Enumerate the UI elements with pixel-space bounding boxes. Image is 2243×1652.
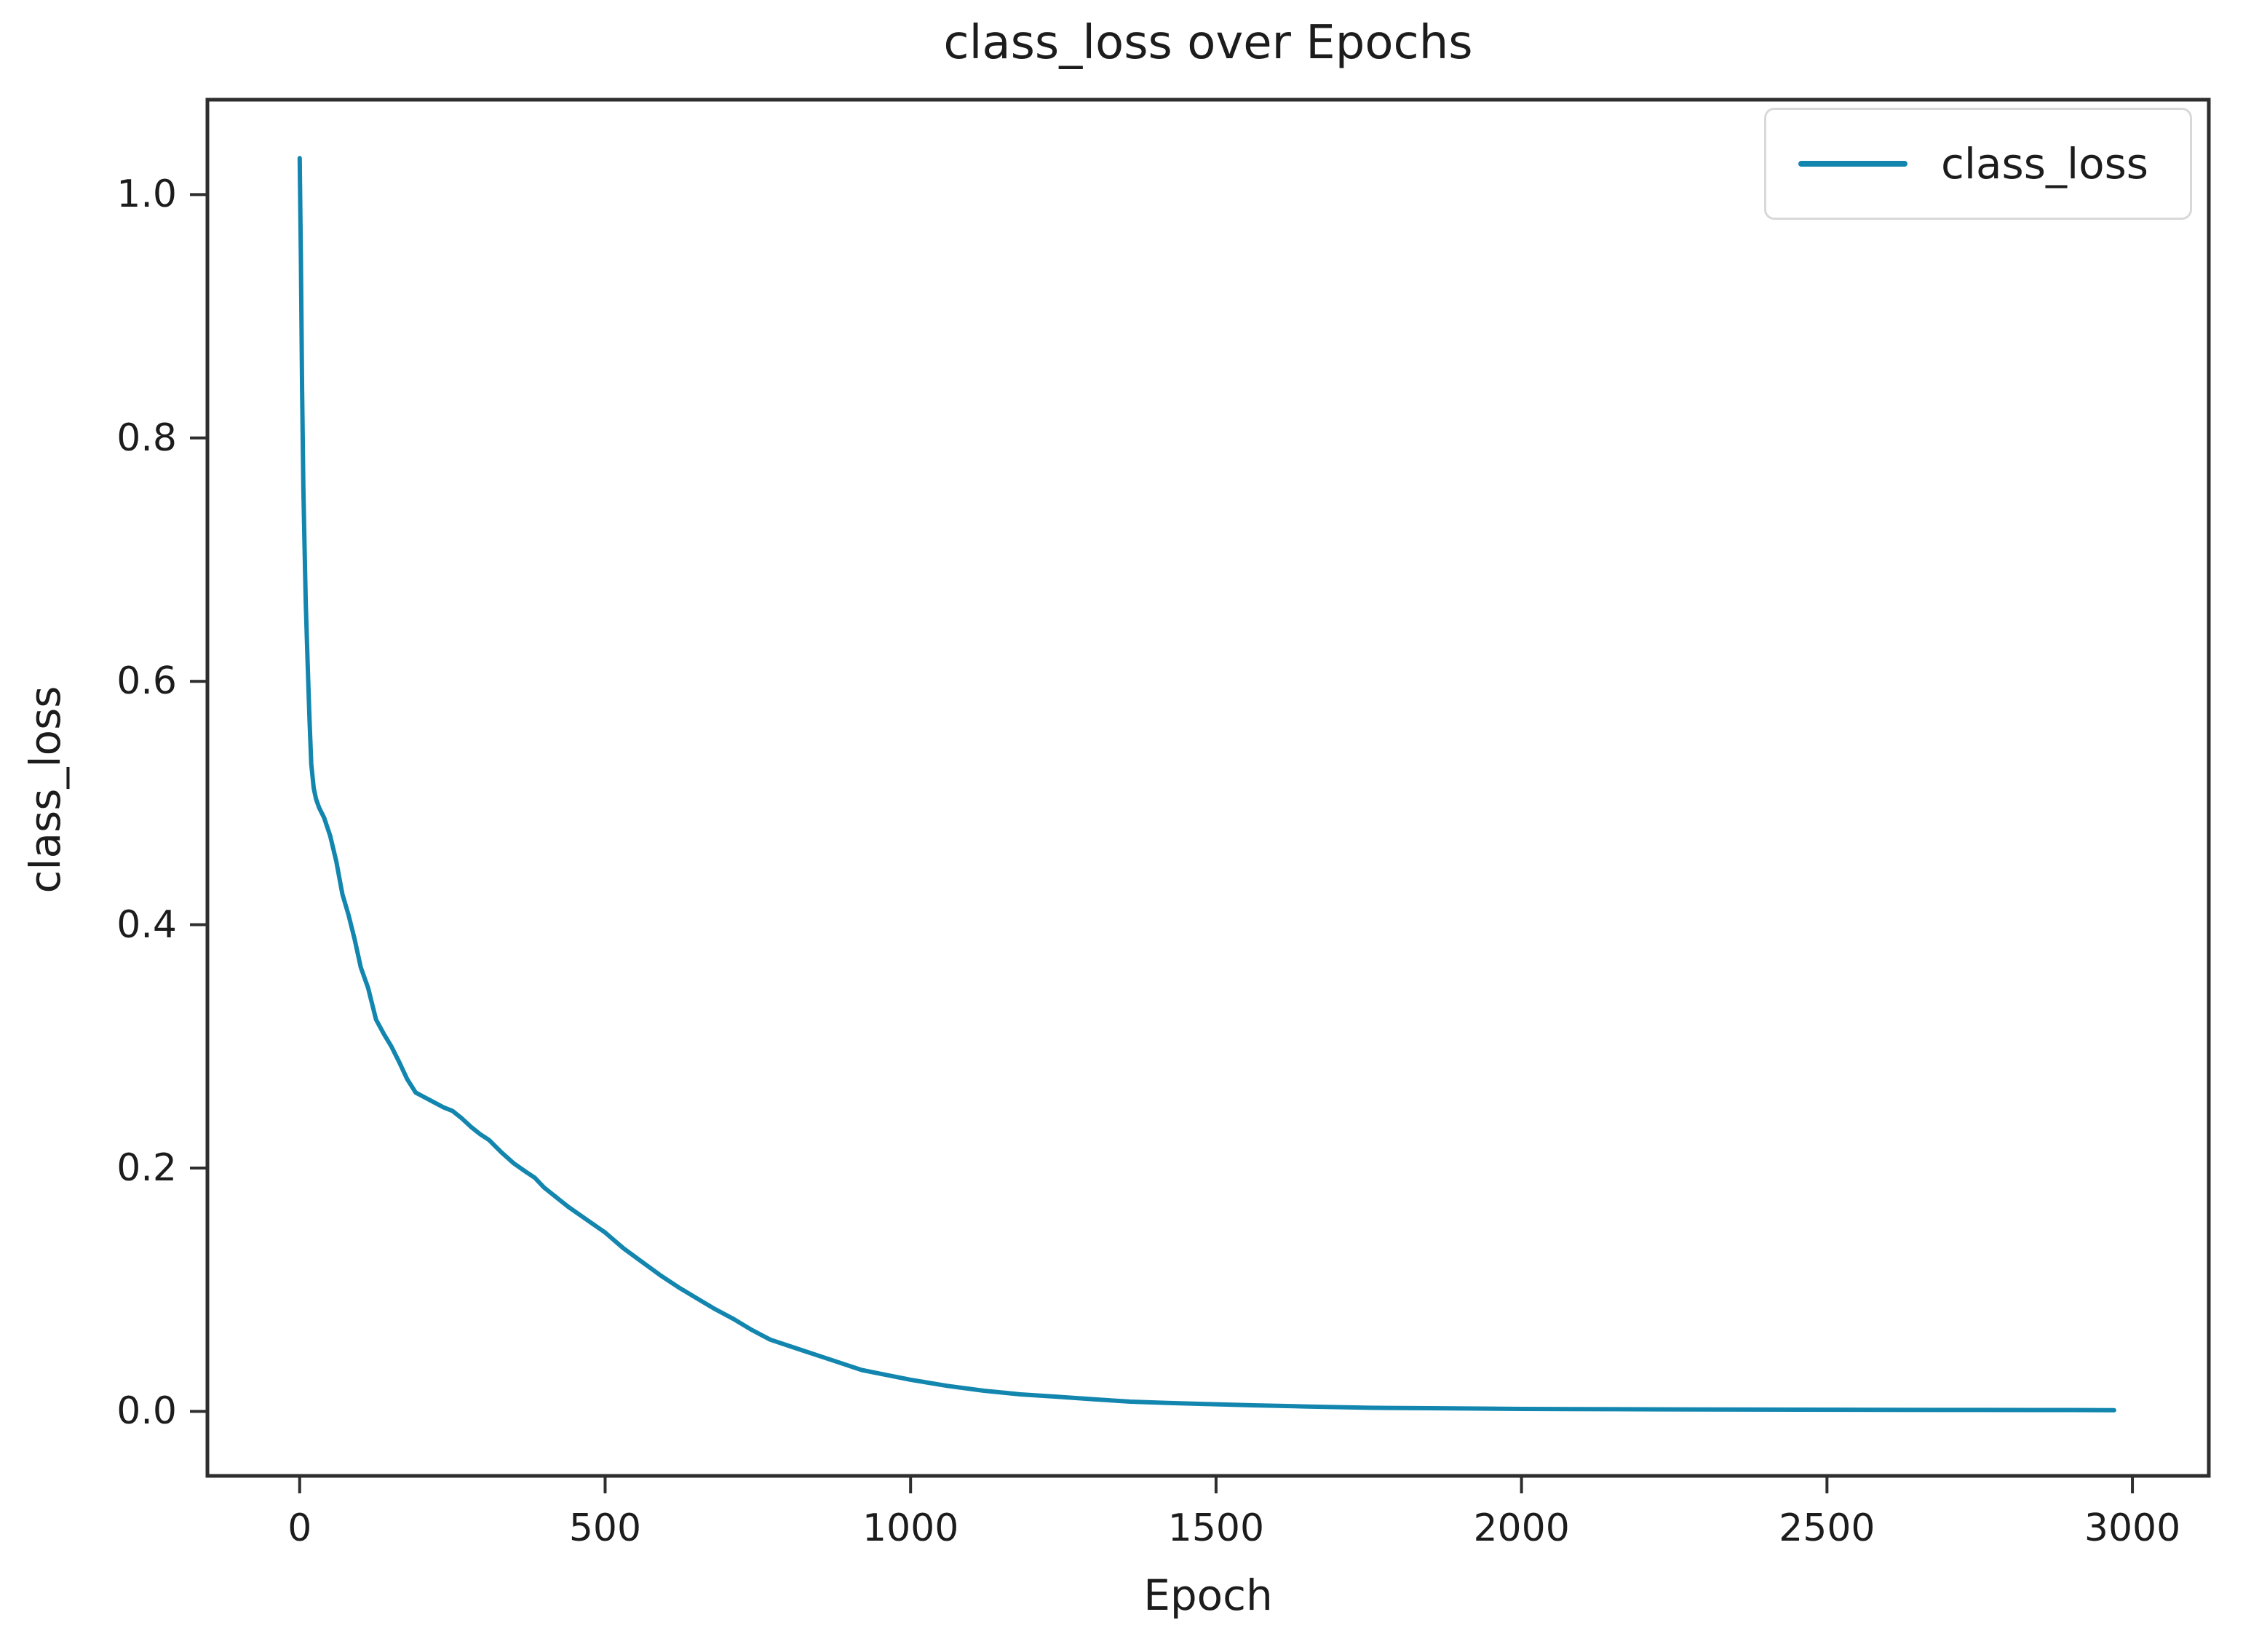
x-axis-label: Epoch bbox=[1143, 1570, 1273, 1620]
legend-line-swatch bbox=[1798, 161, 1907, 167]
legend-label: class_loss bbox=[1941, 139, 2149, 188]
y-axis-label: class_loss bbox=[20, 686, 70, 894]
loss-line bbox=[297, 156, 2116, 1413]
chart-title: class_loss over Epochs bbox=[943, 16, 1473, 70]
y-tick-label: 0.6 bbox=[116, 659, 177, 704]
y-tick-label: 1.0 bbox=[116, 172, 177, 217]
legend: class_loss bbox=[1764, 108, 2192, 220]
y-tick-label: 0.4 bbox=[116, 902, 177, 947]
axes-frame bbox=[205, 98, 2211, 1478]
x-tick-label: 1500 bbox=[1167, 1506, 1265, 1550]
x-tick-label: 1000 bbox=[862, 1506, 959, 1550]
y-tick-label: 0.0 bbox=[116, 1389, 177, 1434]
x-tick-label: 500 bbox=[568, 1506, 642, 1550]
x-tick-label: 3000 bbox=[2084, 1506, 2181, 1550]
x-tick-label: 2000 bbox=[1473, 1506, 1570, 1550]
y-tick-label: 0.2 bbox=[116, 1145, 177, 1190]
x-tick-label: 2500 bbox=[1779, 1506, 1875, 1550]
x-tick-label: 0 bbox=[287, 1506, 312, 1550]
y-tick-label: 0.8 bbox=[116, 416, 177, 460]
